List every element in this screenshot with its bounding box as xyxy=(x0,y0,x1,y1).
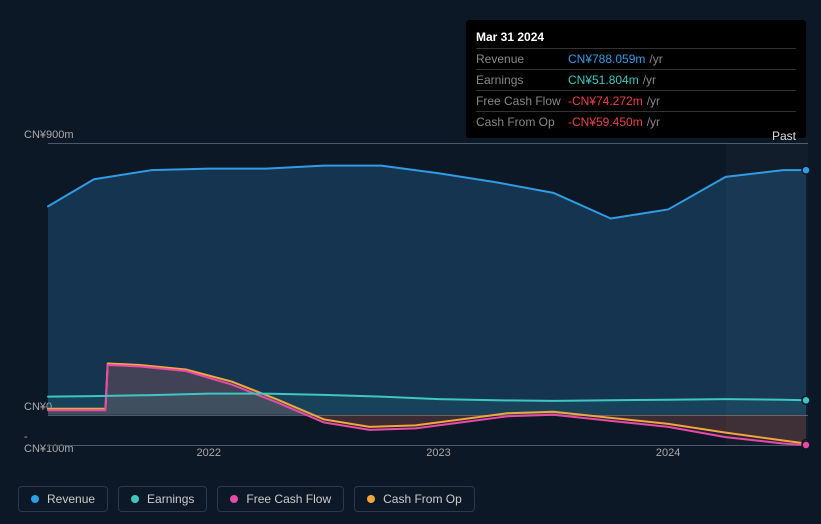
financials-chart[interactable]: CN¥900m CN¥0 -CN¥100m Past 202220232024 xyxy=(18,125,808,465)
legend-label: Free Cash Flow xyxy=(246,492,331,506)
legend-dot-icon xyxy=(230,495,238,503)
x-axis-ticks: 2022 2023 2024 xyxy=(48,447,808,465)
tooltip-label: Earnings xyxy=(476,73,568,87)
tooltip-label: Revenue xyxy=(476,52,568,66)
tooltip-row-fcf: Free Cash Flow -CN¥74.272m /yr xyxy=(476,91,796,112)
x-tick-label: 2022 xyxy=(197,447,221,459)
tooltip-unit: /yr xyxy=(647,94,660,108)
legend-label: Earnings xyxy=(147,492,194,506)
tooltip-value: CN¥51.804m xyxy=(568,73,639,87)
legend-item-revenue[interactable]: Revenue xyxy=(18,486,108,512)
tooltip-date: Mar 31 2024 xyxy=(476,26,796,49)
x-tick-label: 2023 xyxy=(426,447,450,459)
legend-dot-icon xyxy=(367,495,375,503)
tooltip-value: CN¥788.059m xyxy=(568,52,645,66)
legend-dot-icon xyxy=(31,495,39,503)
chart-legend: Revenue Earnings Free Cash Flow Cash Fro… xyxy=(18,486,475,512)
tooltip-row-revenue: Revenue CN¥788.059m /yr xyxy=(476,49,796,70)
legend-item-cfo[interactable]: Cash From Op xyxy=(354,486,475,512)
chart-plot-area xyxy=(48,143,806,445)
legend-dot-icon xyxy=(131,495,139,503)
tooltip-row-earnings: Earnings CN¥51.804m /yr xyxy=(476,70,796,91)
legend-label: Revenue xyxy=(47,492,95,506)
tooltip-label: Free Cash Flow xyxy=(476,94,568,108)
past-label: Past xyxy=(772,129,796,143)
chart-tooltip: Mar 31 2024 Revenue CN¥788.059m /yr Earn… xyxy=(466,20,806,138)
legend-label: Cash From Op xyxy=(383,492,462,506)
tooltip-unit: /yr xyxy=(649,52,662,66)
legend-item-fcf[interactable]: Free Cash Flow xyxy=(217,486,344,512)
tooltip-value: -CN¥74.272m xyxy=(568,94,643,108)
legend-item-earnings[interactable]: Earnings xyxy=(118,486,207,512)
tooltip-unit: /yr xyxy=(643,73,656,87)
x-tick-label: 2024 xyxy=(656,447,680,459)
gridline xyxy=(48,445,808,446)
